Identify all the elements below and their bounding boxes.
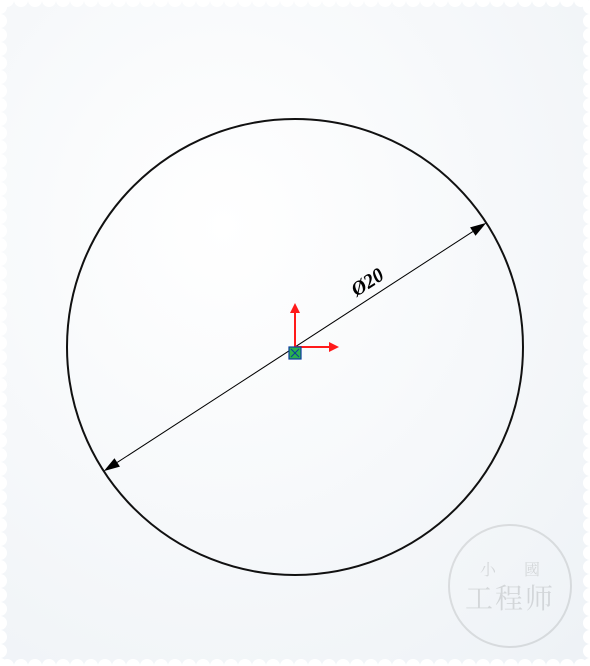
origin-axis-arrows-icon — [290, 303, 339, 352]
sketch-layer — [0, 0, 590, 666]
cad-sketch-canvas[interactable]: Ø20 小國 工程师 — [0, 0, 590, 666]
origin-marker-icon — [289, 347, 301, 359]
